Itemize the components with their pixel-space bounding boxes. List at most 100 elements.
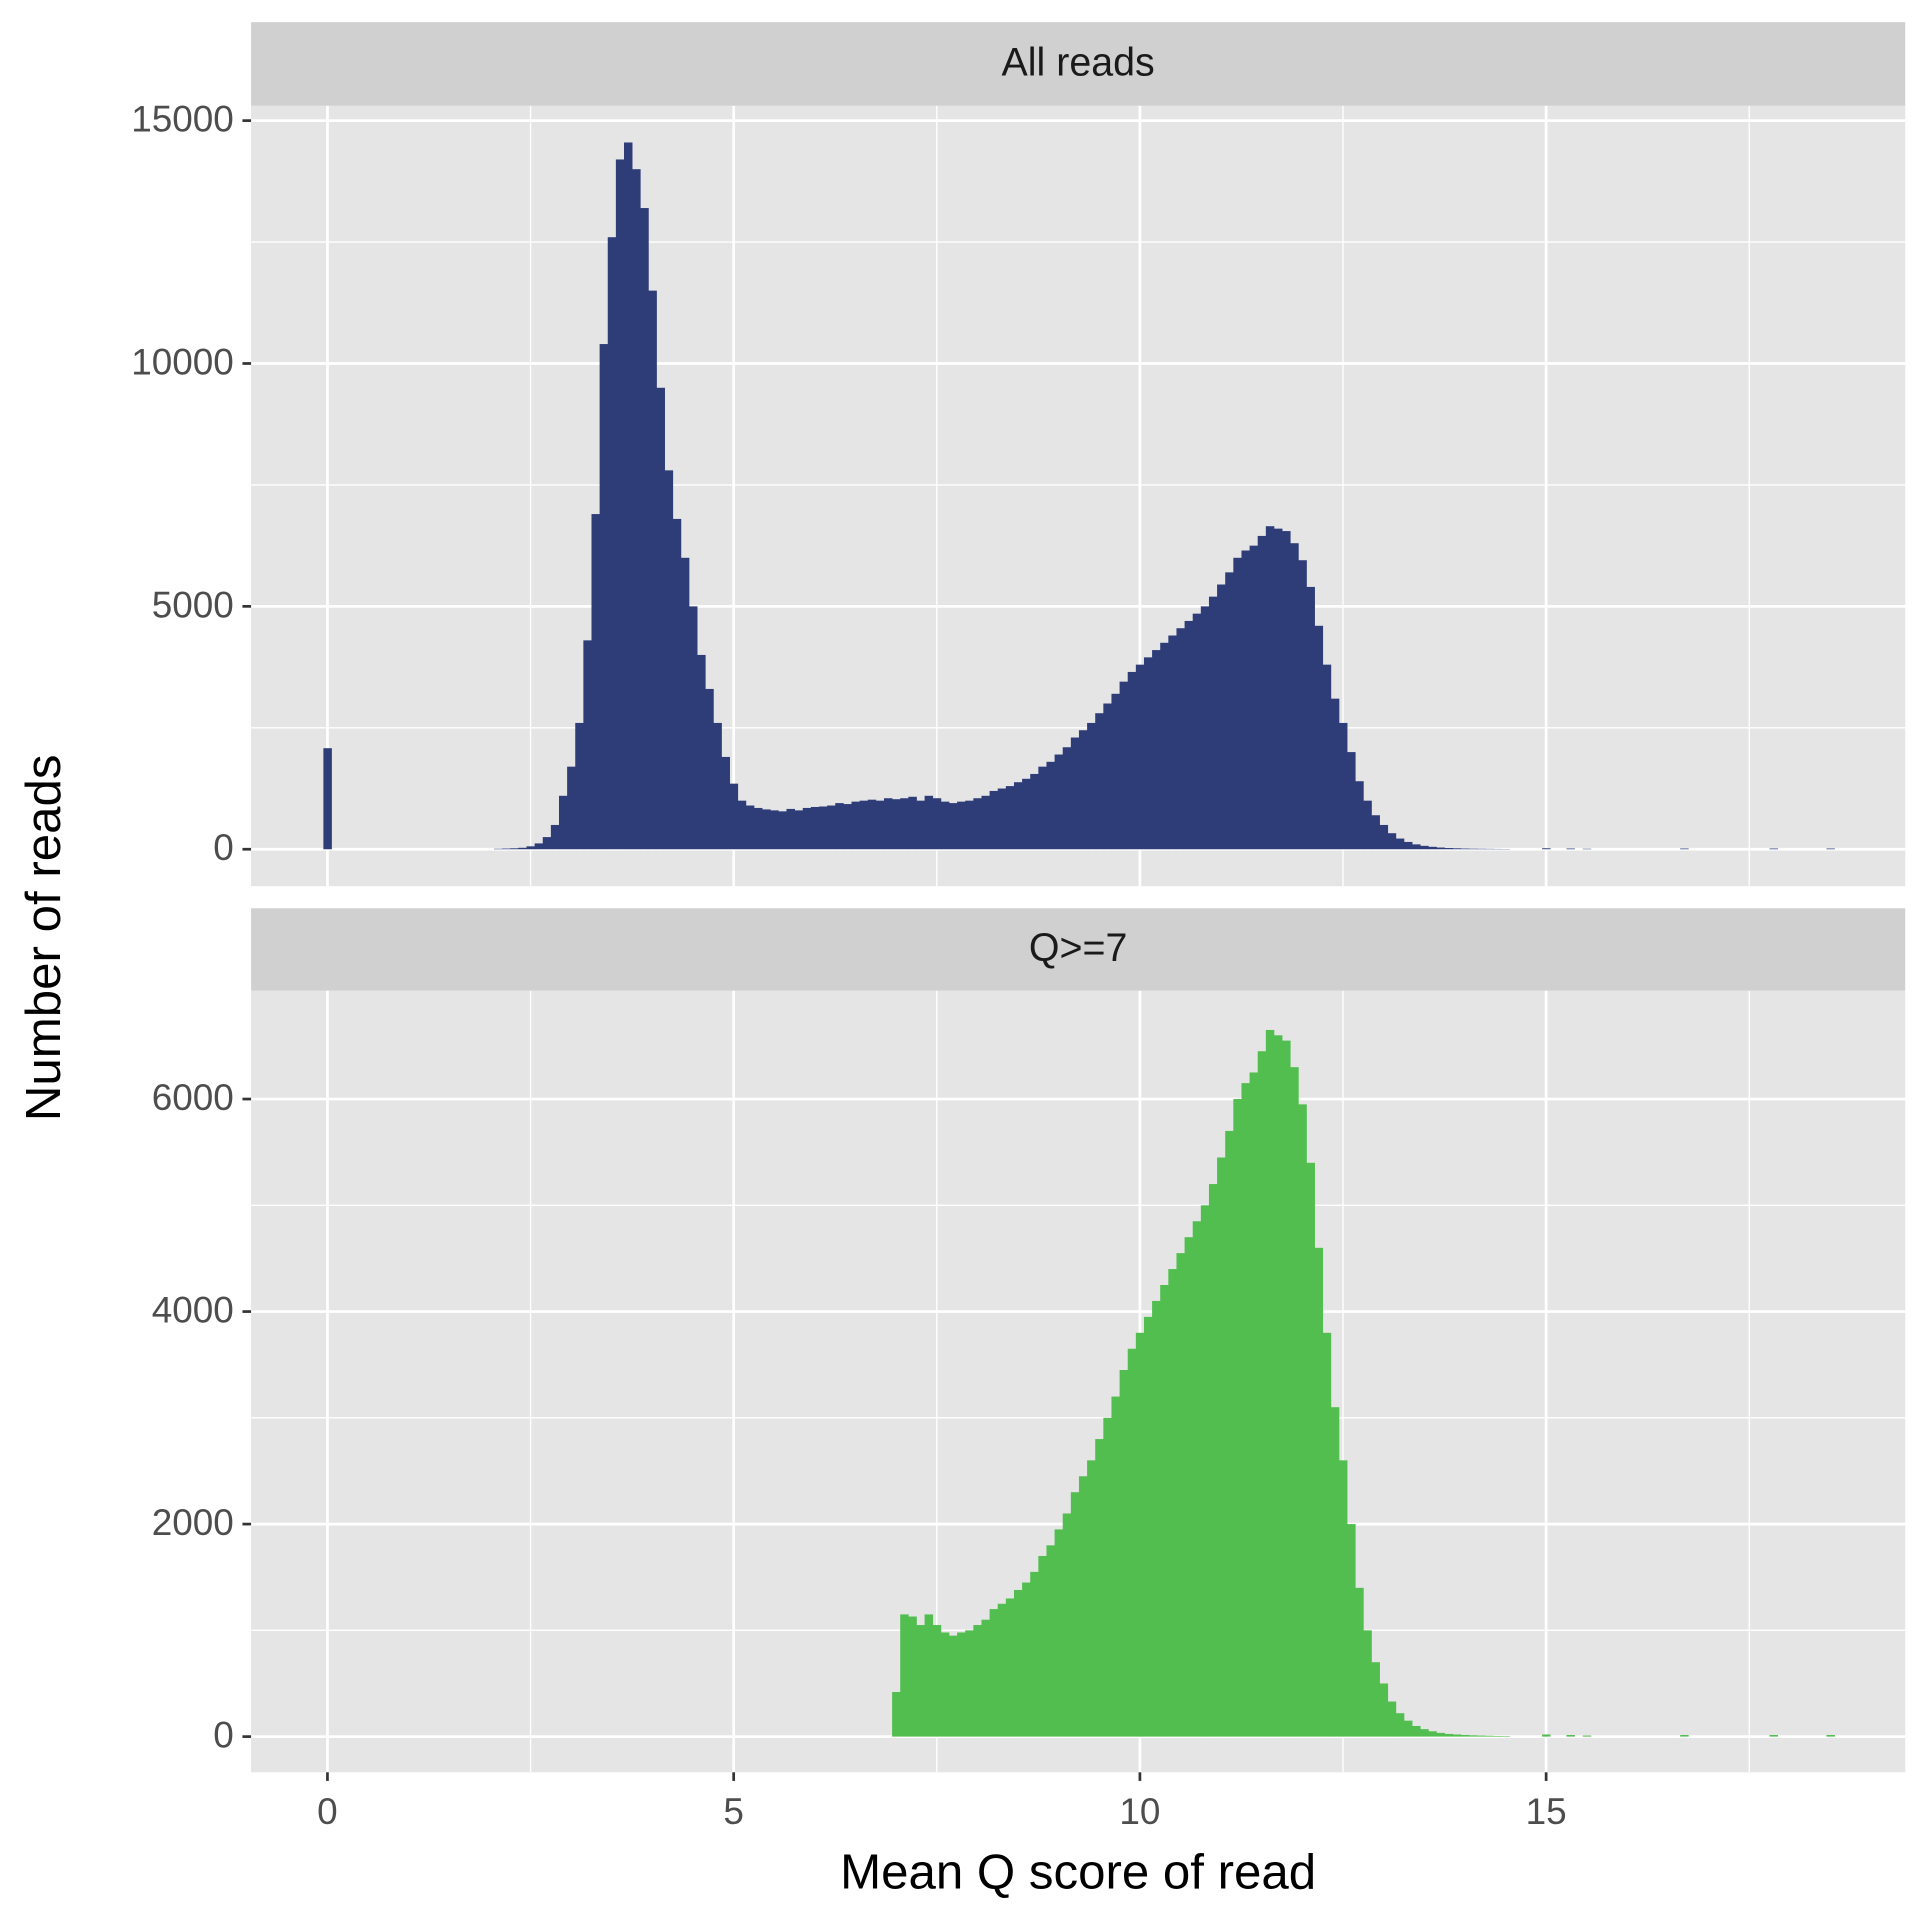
bar — [1290, 1067, 1298, 1736]
bar — [648, 291, 656, 850]
bar — [591, 514, 599, 849]
bar — [1176, 628, 1184, 849]
bar — [1461, 849, 1469, 850]
bar — [575, 723, 583, 849]
bar — [981, 1620, 989, 1737]
bar — [1355, 781, 1363, 849]
bar — [1388, 833, 1396, 849]
bar — [1258, 536, 1266, 849]
bar — [884, 798, 892, 849]
bar — [1436, 1733, 1444, 1737]
bar — [656, 388, 664, 849]
bar — [705, 689, 713, 849]
bar — [1103, 1418, 1111, 1737]
bar — [1087, 1460, 1095, 1736]
bar — [1241, 551, 1249, 850]
x-tick-label: 0 — [317, 1791, 338, 1832]
bar — [1193, 614, 1201, 850]
y-tick-label: 0 — [213, 827, 234, 868]
bar — [1168, 636, 1176, 850]
bar — [1380, 1683, 1388, 1736]
bar — [1282, 1041, 1290, 1737]
y-tick-label: 6000 — [152, 1077, 234, 1118]
bar — [933, 798, 941, 849]
bar — [697, 655, 705, 849]
bar — [1371, 1662, 1379, 1736]
bar — [1193, 1221, 1201, 1736]
bar — [957, 1632, 965, 1736]
bar — [746, 806, 754, 850]
bar — [1380, 825, 1388, 849]
bar — [1233, 558, 1241, 849]
bar — [1436, 848, 1444, 850]
bar — [1201, 606, 1209, 849]
bar — [1241, 1083, 1249, 1736]
bar — [559, 796, 567, 849]
bar — [721, 757, 729, 849]
bar — [1501, 1736, 1509, 1737]
bar — [1185, 621, 1193, 849]
bar — [600, 344, 608, 849]
bar — [1258, 1051, 1266, 1736]
bar — [965, 1630, 973, 1736]
bar — [1233, 1099, 1241, 1737]
bar — [738, 801, 746, 850]
bar — [1055, 1529, 1063, 1736]
bar — [1428, 1731, 1436, 1736]
bar — [1388, 1702, 1396, 1737]
y-axis-title: Number of reads — [16, 755, 71, 1122]
bar — [1087, 723, 1095, 849]
bar — [925, 1614, 933, 1736]
bar — [730, 784, 738, 850]
bar — [1298, 560, 1306, 849]
bar — [1826, 849, 1834, 850]
bar — [1469, 1735, 1477, 1736]
bar — [1420, 846, 1428, 849]
bar — [1038, 1556, 1046, 1737]
bar — [1371, 815, 1379, 849]
bar — [640, 208, 648, 849]
bar — [1770, 849, 1778, 850]
bar — [1298, 1104, 1306, 1736]
bar — [1063, 1513, 1071, 1736]
bar — [1217, 585, 1225, 850]
bar — [1022, 779, 1030, 849]
bar — [1347, 1524, 1355, 1737]
bar — [786, 809, 794, 849]
y-tick-label: 10000 — [131, 341, 234, 382]
bar — [1493, 1736, 1501, 1737]
y-tick-label: 5000 — [152, 584, 234, 625]
bar — [1445, 1734, 1453, 1737]
bar — [916, 801, 924, 850]
bar — [1038, 767, 1046, 850]
x-tick-label: 15 — [1526, 1791, 1567, 1832]
bar — [1274, 529, 1282, 850]
bar — [1331, 1407, 1339, 1736]
bar — [518, 848, 526, 849]
bar — [632, 169, 640, 849]
bar — [608, 237, 616, 849]
bar — [1071, 1492, 1079, 1736]
bar — [665, 470, 673, 849]
bar — [762, 809, 770, 849]
bar — [1063, 747, 1071, 849]
x-axis-title: Mean Q score of read — [840, 1845, 1316, 1900]
bar — [1055, 755, 1063, 850]
bar — [1680, 1735, 1688, 1737]
bar — [1461, 1735, 1469, 1737]
bar — [1826, 1735, 1834, 1737]
y-tick-label: 15000 — [131, 99, 234, 140]
bar — [1006, 1598, 1014, 1736]
bar — [681, 558, 689, 849]
bar — [843, 804, 851, 849]
bar — [689, 606, 697, 849]
bar — [1542, 848, 1550, 849]
bar — [803, 808, 811, 849]
bar — [1014, 782, 1022, 849]
bar — [754, 808, 762, 849]
bar — [973, 1625, 981, 1737]
bar — [1120, 682, 1128, 850]
bar — [616, 159, 624, 849]
bar — [1160, 643, 1168, 849]
bar — [835, 803, 843, 849]
